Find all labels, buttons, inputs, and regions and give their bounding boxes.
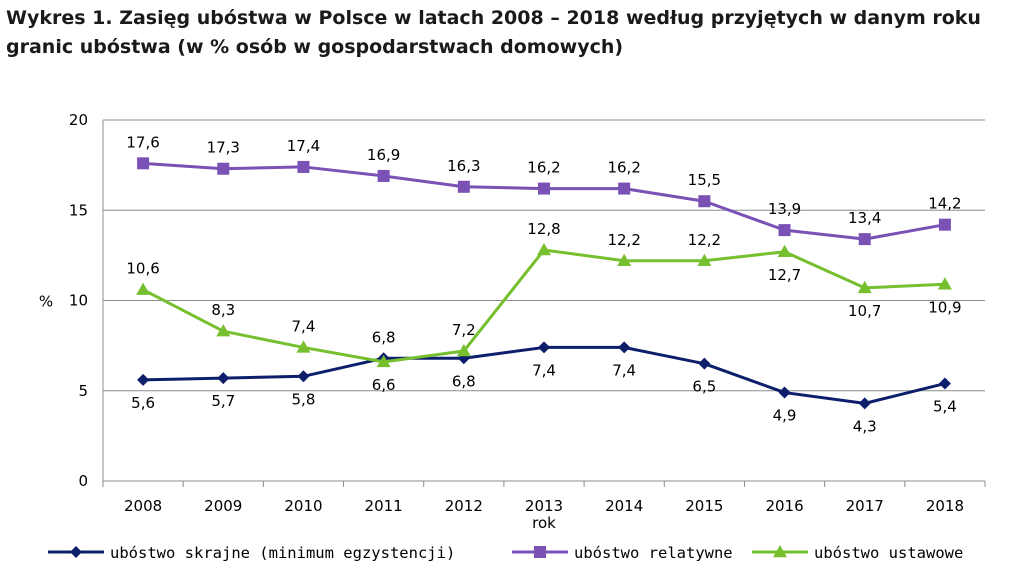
data-point xyxy=(698,195,711,208)
data-label: 6,5 xyxy=(692,378,716,396)
legend-marker xyxy=(70,546,82,558)
data-label: 17,4 xyxy=(287,137,320,155)
x-tick-label: 2009 xyxy=(204,497,242,515)
legend-entry: ubóstwo skrajne (minimum egzystencji) xyxy=(110,544,455,562)
data-point xyxy=(217,162,230,175)
data-point xyxy=(937,277,952,290)
x-tick-label: 2010 xyxy=(284,497,322,515)
data-point xyxy=(778,224,791,237)
y-tick-label: 10 xyxy=(69,292,88,310)
data-label: 13,9 xyxy=(768,200,801,218)
data-label: 5,8 xyxy=(292,390,316,408)
data-label: 10,9 xyxy=(928,298,961,316)
y-tick-label: 20 xyxy=(69,111,88,129)
data-point xyxy=(377,169,390,182)
legend-entry: ubóstwo relatywne xyxy=(574,544,733,562)
data-point xyxy=(617,253,632,267)
data-label: 5,4 xyxy=(933,398,957,416)
data-point xyxy=(537,242,551,256)
x-tick-label: 2016 xyxy=(765,497,803,515)
data-label: 6,8 xyxy=(372,328,396,346)
y-tick-label: 5 xyxy=(78,382,88,400)
data-label: 5,6 xyxy=(131,394,155,412)
data-label: 16,2 xyxy=(607,159,640,177)
y-axis-label: % xyxy=(39,293,53,311)
data-label: 7,2 xyxy=(452,321,476,339)
data-point xyxy=(778,386,791,399)
series-layer xyxy=(136,157,952,410)
data-point xyxy=(938,377,951,390)
data-label: 5,7 xyxy=(211,392,235,410)
axes: 0 5 10 15 20 2008 2009 2010 2011 2012 2013 2014 2015… xyxy=(39,111,986,532)
legend-entry: ubóstwo ustawowe xyxy=(814,544,963,562)
data-label: 8,3 xyxy=(211,301,235,319)
data-label: 4,9 xyxy=(773,407,797,425)
chart-title: Wykres 1. Zasięg ubóstwa w Polsce w lata… xyxy=(6,7,981,58)
x-tick-label: 2013 xyxy=(525,497,563,515)
data-point xyxy=(618,182,631,195)
data-point xyxy=(217,372,230,385)
x-tick-label: 2015 xyxy=(685,497,723,515)
data-point xyxy=(777,244,792,258)
data-point xyxy=(538,341,550,354)
data-label: 16,2 xyxy=(527,159,560,177)
data-point xyxy=(297,370,310,383)
data-label: 15,5 xyxy=(688,171,721,189)
data-label: 16,3 xyxy=(447,157,480,175)
data-point xyxy=(137,373,150,386)
data-label: 14,2 xyxy=(928,195,961,213)
x-tick-label: 2012 xyxy=(445,497,483,515)
x-axis-label: rok xyxy=(532,514,556,532)
data-label: 6,6 xyxy=(372,376,396,394)
data-label: 16,9 xyxy=(367,146,400,164)
y-tick-label: 15 xyxy=(69,201,88,219)
data-label: 10,7 xyxy=(848,302,881,320)
data-point xyxy=(938,218,951,231)
y-tick-label: 0 xyxy=(78,472,88,490)
data-label: 12,2 xyxy=(688,231,721,249)
data-point xyxy=(857,280,872,294)
data-point xyxy=(296,340,311,353)
x-tick-label: 2011 xyxy=(365,497,403,515)
data-label: 10,6 xyxy=(126,260,159,278)
data-labels: 5,6 5,7 5,8 6,8 6,8 7,4 7,4 6,5 4,9 4,3 5,4 17,6 17,… xyxy=(126,133,961,435)
data-label: 17,3 xyxy=(207,139,240,157)
data-point xyxy=(858,397,871,410)
gridlines xyxy=(103,119,985,392)
x-tick-label: 2017 xyxy=(846,497,884,515)
data-point xyxy=(858,233,871,246)
data-label: 7,4 xyxy=(292,317,316,335)
data-label: 12,8 xyxy=(527,220,560,238)
data-point xyxy=(457,180,470,193)
data-point xyxy=(538,182,550,195)
data-point xyxy=(376,354,391,368)
data-label: 6,8 xyxy=(452,372,476,390)
data-point xyxy=(297,160,310,173)
data-label: 12,7 xyxy=(768,266,801,284)
data-point xyxy=(456,344,471,357)
legend: ubóstwo skrajne (minimum egzystencji) ubó… xyxy=(48,544,963,562)
data-point xyxy=(618,341,631,354)
x-tick-label: 2014 xyxy=(605,497,643,515)
x-tick-label: 2018 xyxy=(926,497,964,515)
data-label: 7,4 xyxy=(532,361,556,379)
legend-marker xyxy=(773,545,787,558)
data-label: 13,4 xyxy=(848,209,881,227)
data-point xyxy=(137,157,150,170)
data-point xyxy=(216,324,231,337)
data-point xyxy=(698,357,711,370)
legend-marker xyxy=(534,546,546,558)
data-label: 4,3 xyxy=(853,417,877,435)
data-point xyxy=(697,253,712,267)
data-label: 12,2 xyxy=(607,231,640,249)
data-point xyxy=(136,282,151,295)
x-tick-label: 2008 xyxy=(124,497,162,515)
data-label: 7,4 xyxy=(612,361,636,379)
data-label: 17,6 xyxy=(126,133,159,151)
